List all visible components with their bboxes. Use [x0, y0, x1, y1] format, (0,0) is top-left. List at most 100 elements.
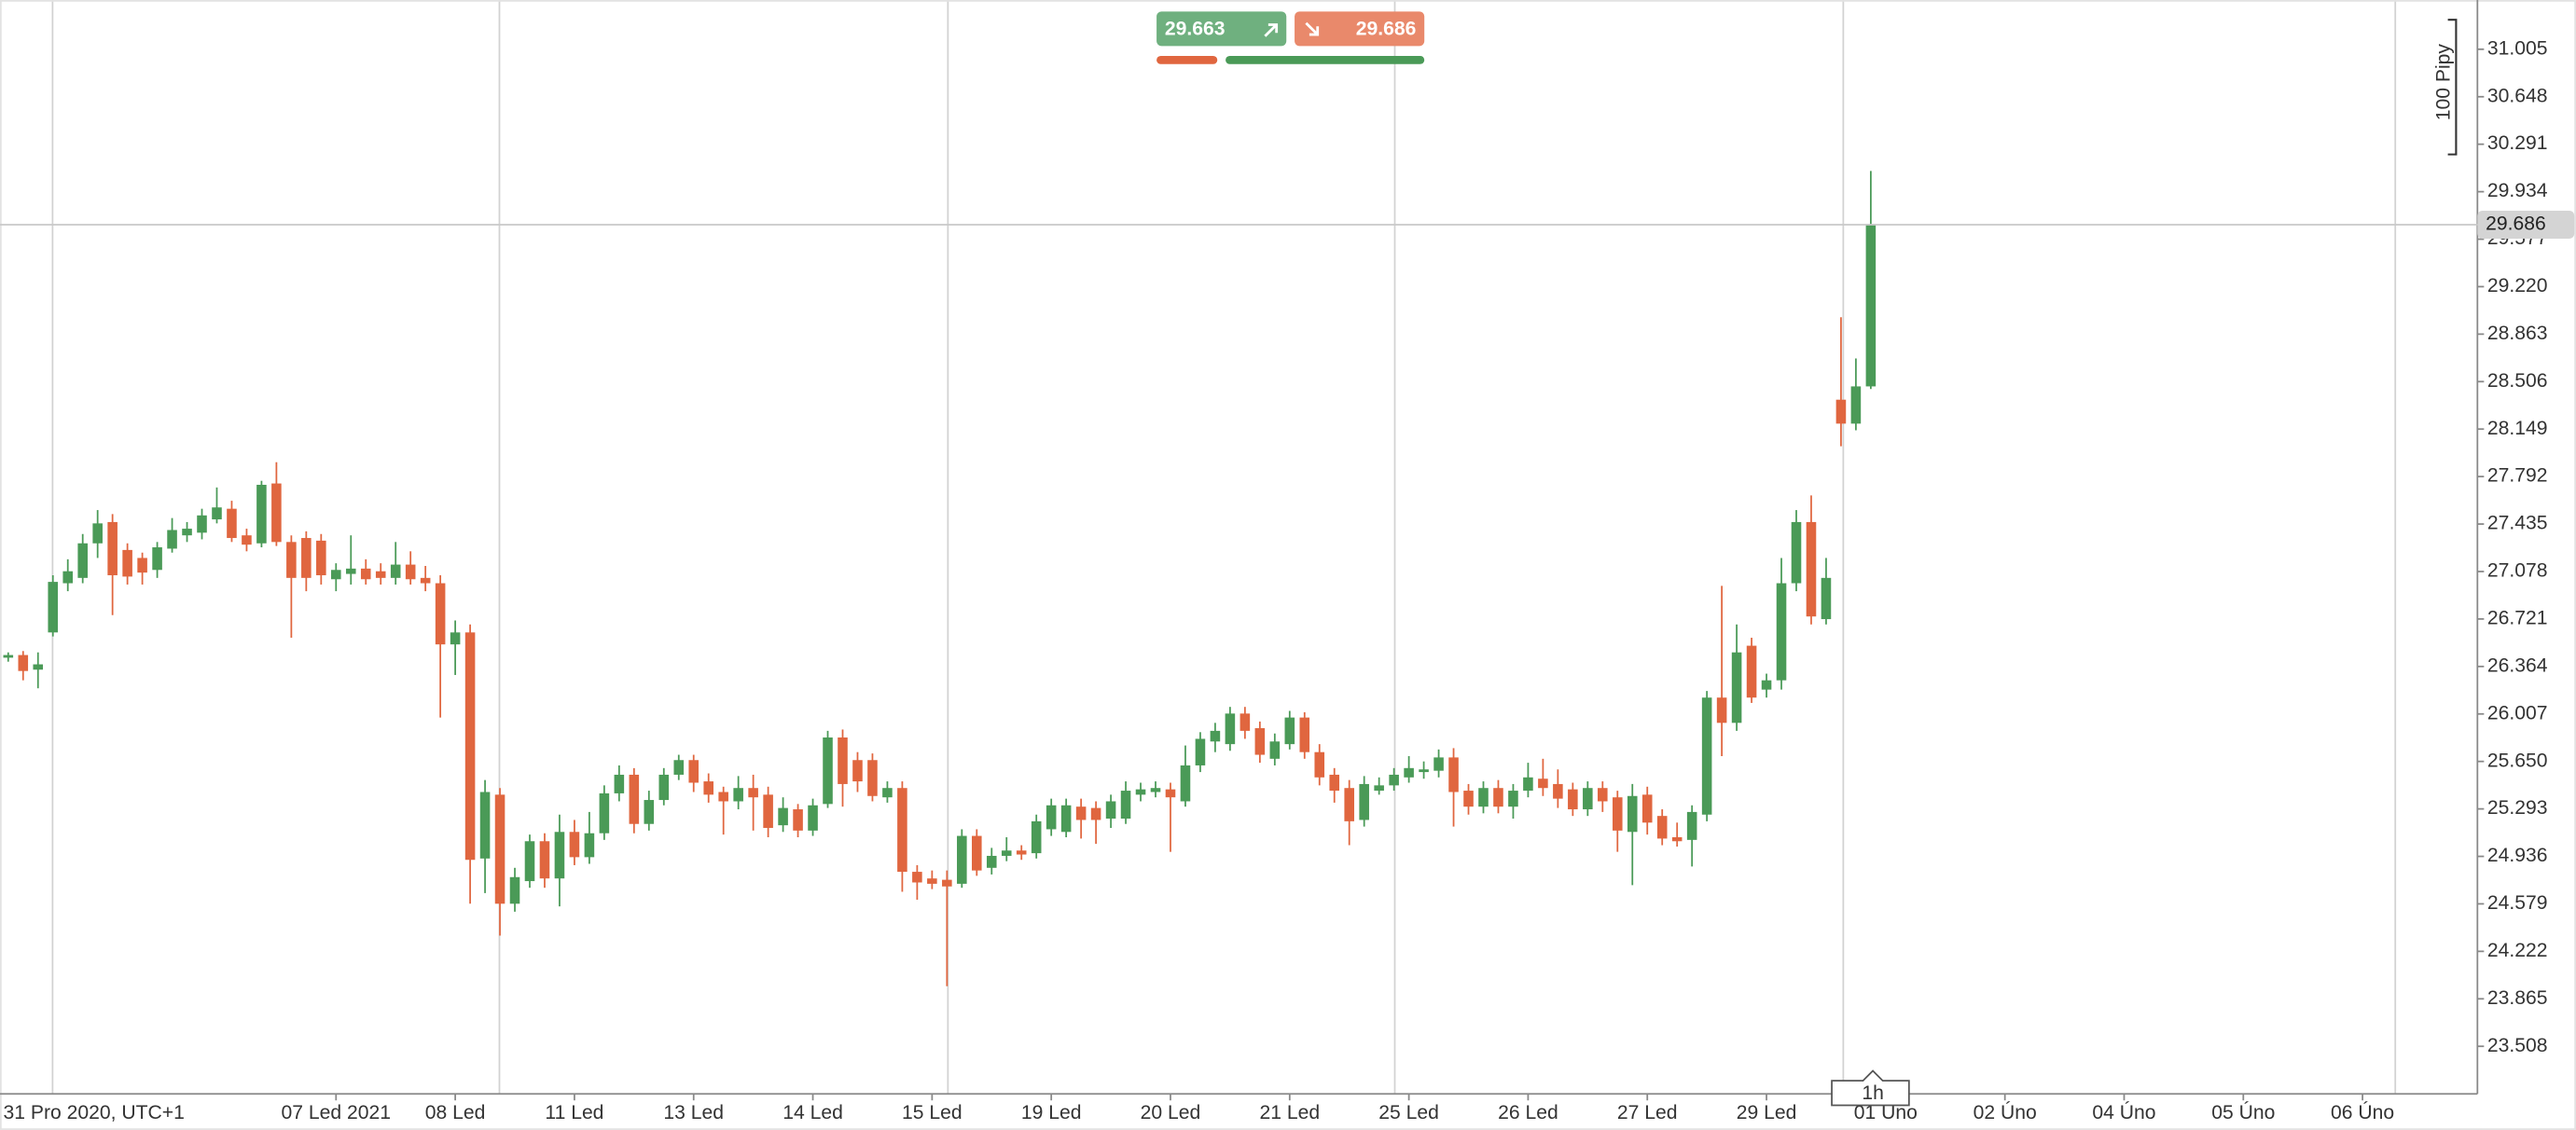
candle-body — [197, 515, 207, 533]
y-tick-label: 29.934 — [2487, 180, 2548, 201]
candle-body — [331, 570, 341, 580]
y-tick-label: 24.222 — [2487, 940, 2548, 961]
candle-body — [1448, 757, 1459, 792]
candle-body — [658, 774, 670, 801]
candle-body — [1806, 521, 1817, 617]
candle-body — [77, 543, 88, 578]
sentiment-bar-buy — [1226, 55, 1425, 64]
candle-body — [182, 529, 192, 536]
candle-body — [1195, 738, 1206, 765]
candles — [3, 171, 1877, 986]
y-tick-label: 29.220 — [2487, 275, 2548, 296]
y-tick-label: 27.078 — [2487, 560, 2548, 582]
candle-body — [1299, 717, 1310, 752]
buy-button[interactable]: 29.663 — [1156, 11, 1287, 47]
y-tick-label: 27.435 — [2487, 513, 2548, 534]
candle-body — [1016, 850, 1027, 855]
y-tick-label: 24.936 — [2487, 845, 2548, 866]
candle-body — [1210, 730, 1221, 742]
candle-body — [212, 507, 222, 520]
candle-body — [1553, 783, 1563, 799]
candle-body — [972, 835, 982, 871]
x-tick-label: 06 Úno — [2331, 1102, 2394, 1123]
candle-body — [450, 632, 461, 645]
candle-body — [3, 655, 14, 658]
candle-body — [823, 737, 833, 805]
buy-price[interactable]: 29.663 — [1165, 18, 1226, 39]
candle-body — [48, 582, 59, 633]
candle-body — [1716, 697, 1727, 723]
candle-body — [838, 737, 848, 784]
candle-body — [852, 760, 863, 782]
candle-body — [137, 558, 147, 573]
x-tick-label: 02 Úno — [1974, 1102, 2037, 1123]
y-tick-label: 26.364 — [2487, 655, 2548, 676]
candle-body — [1821, 577, 1832, 620]
candle-body — [1419, 769, 1429, 773]
y-tick-label: 30.648 — [2487, 85, 2548, 106]
candle-body — [479, 792, 491, 859]
candle-body — [1389, 774, 1399, 786]
candle-body — [242, 535, 252, 545]
candle-body — [509, 876, 520, 904]
candle-body — [688, 760, 699, 783]
timeframe-box[interactable] — [1831, 1069, 1910, 1107]
candle-body — [1433, 757, 1444, 771]
y-tick-label: 28.506 — [2487, 370, 2548, 392]
x-tick-label: 26 Led — [1498, 1102, 1558, 1123]
y-tick-label: 24.579 — [2487, 892, 2548, 914]
candle-body — [793, 809, 803, 831]
candle-body — [718, 792, 728, 802]
candle-body — [554, 832, 565, 879]
candle-body — [33, 664, 44, 670]
x-tick-label: 05 Úno — [2211, 1102, 2275, 1123]
candle-body — [1508, 791, 1518, 807]
candle-body — [1031, 820, 1042, 854]
candle-body — [122, 549, 132, 577]
up-arrow-icon — [1264, 23, 1279, 37]
candle-body — [733, 788, 743, 802]
candle-body — [1105, 801, 1116, 820]
candle-body — [494, 794, 506, 904]
y-tick-label: 26.007 — [2487, 702, 2548, 723]
x-tick-label: 21 Led — [1259, 1102, 1320, 1123]
candle-body — [1656, 816, 1668, 839]
candle-body — [986, 855, 997, 868]
vertical-grid — [51, 0, 2397, 1095]
sell-button[interactable]: 29.686 — [1295, 11, 1425, 47]
y-tick-label: 27.792 — [2487, 465, 2548, 487]
x-tick-label: 29 Led — [1737, 1102, 1797, 1123]
buy-box[interactable] — [1156, 11, 1287, 47]
sell-price[interactable]: 29.686 — [1356, 18, 1417, 39]
candle-body — [1865, 224, 1877, 387]
candle-body — [927, 878, 937, 884]
candle-body — [1478, 788, 1489, 807]
x-tick-label: 15 Led — [902, 1102, 963, 1123]
candle-body — [1791, 521, 1802, 584]
candle-body — [1329, 774, 1340, 792]
candle-body — [1731, 652, 1742, 723]
sell-box[interactable] — [1295, 11, 1425, 47]
x-tick-label: 19 Led — [1021, 1102, 1082, 1123]
candle-body — [301, 538, 312, 578]
timeframe-label[interactable]: 1h — [1862, 1082, 1884, 1104]
y-tick-label: 31.005 — [2487, 37, 2548, 59]
y-tick-label: 26.721 — [2487, 607, 2548, 628]
x-tick-label: 08 Led — [425, 1102, 486, 1123]
candle-body — [107, 521, 118, 575]
x-tick-label: 11 Led — [545, 1102, 603, 1123]
candle-body — [942, 879, 952, 887]
candle-body — [1180, 765, 1191, 802]
y-tick-label: 25.293 — [2487, 797, 2548, 819]
timeframe-selector[interactable]: 1h — [1831, 1069, 1910, 1107]
candle-body — [629, 774, 640, 824]
x-tick-label: 31 Pro 2020, UTC+1 — [4, 1102, 185, 1123]
y-tick-label: 28.863 — [2487, 323, 2548, 344]
candle-body — [1225, 713, 1236, 745]
candle-body — [92, 523, 103, 544]
candle-body — [405, 564, 416, 580]
candle-body — [420, 577, 431, 584]
candle-body — [390, 564, 401, 578]
candle-body — [18, 655, 29, 671]
